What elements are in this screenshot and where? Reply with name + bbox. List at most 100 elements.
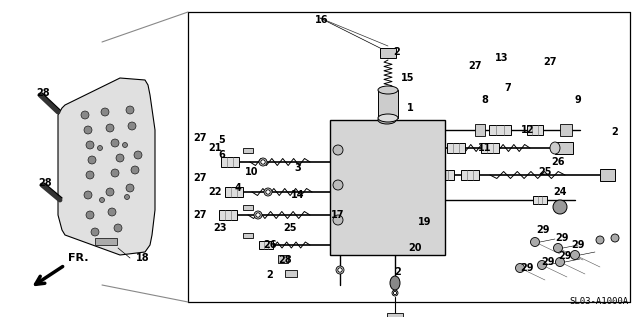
Circle shape <box>131 166 139 174</box>
Text: 29: 29 <box>572 240 585 250</box>
Circle shape <box>99 197 104 203</box>
Circle shape <box>88 156 96 164</box>
Text: FR.: FR. <box>68 253 88 263</box>
Circle shape <box>84 126 92 134</box>
Bar <box>475 124 485 136</box>
Bar <box>600 169 615 181</box>
Circle shape <box>111 139 119 147</box>
Circle shape <box>392 290 398 296</box>
Bar <box>527 125 543 135</box>
Circle shape <box>81 111 89 119</box>
Circle shape <box>134 151 142 159</box>
Text: 1: 1 <box>406 103 413 113</box>
Circle shape <box>108 208 116 216</box>
Circle shape <box>125 195 129 199</box>
Bar <box>560 124 572 136</box>
Text: 5: 5 <box>219 135 225 145</box>
Bar <box>259 241 273 249</box>
Circle shape <box>261 160 265 164</box>
Circle shape <box>394 291 397 294</box>
Circle shape <box>114 224 122 232</box>
Text: 29: 29 <box>536 225 550 235</box>
Circle shape <box>338 268 342 272</box>
Bar <box>243 233 253 238</box>
Text: 2: 2 <box>395 267 401 277</box>
Bar <box>225 187 243 197</box>
Text: 29: 29 <box>558 251 572 261</box>
Bar <box>278 255 288 263</box>
Text: 3: 3 <box>294 163 301 173</box>
Circle shape <box>264 188 272 196</box>
Circle shape <box>128 122 136 130</box>
Circle shape <box>259 158 267 166</box>
Circle shape <box>515 263 525 273</box>
Bar <box>387 313 403 317</box>
Circle shape <box>116 154 124 162</box>
Text: 2: 2 <box>394 47 401 57</box>
Circle shape <box>106 124 114 132</box>
Circle shape <box>266 190 270 194</box>
Circle shape <box>126 106 134 114</box>
Circle shape <box>531 237 540 247</box>
Circle shape <box>553 200 567 214</box>
Text: 17: 17 <box>332 210 345 220</box>
Bar <box>285 270 297 277</box>
Circle shape <box>97 146 102 151</box>
Text: 26: 26 <box>263 240 276 250</box>
Text: 13: 13 <box>495 53 509 63</box>
Text: 15: 15 <box>401 73 415 83</box>
Bar <box>243 148 253 153</box>
Bar <box>380 48 396 58</box>
Circle shape <box>554 243 563 253</box>
Text: 19: 19 <box>419 217 432 227</box>
Circle shape <box>84 191 92 199</box>
Circle shape <box>596 236 604 244</box>
Ellipse shape <box>378 116 396 124</box>
Text: 24: 24 <box>553 187 567 197</box>
Text: SL03-A1000A: SL03-A1000A <box>569 297 628 306</box>
Bar <box>378 90 398 118</box>
Text: 26: 26 <box>551 157 564 167</box>
Circle shape <box>86 141 94 149</box>
Circle shape <box>256 213 260 217</box>
Circle shape <box>254 211 262 219</box>
Bar <box>481 143 499 153</box>
Text: 11: 11 <box>478 143 492 153</box>
Circle shape <box>333 145 343 155</box>
Circle shape <box>611 234 619 242</box>
Bar <box>219 210 237 220</box>
Bar <box>436 170 454 180</box>
Text: 6: 6 <box>219 150 225 160</box>
Text: 8: 8 <box>481 95 488 105</box>
Text: 23: 23 <box>213 223 227 233</box>
Ellipse shape <box>390 276 400 290</box>
Circle shape <box>106 188 114 196</box>
Text: 14: 14 <box>291 190 305 200</box>
Text: 12: 12 <box>521 125 535 135</box>
Text: 28: 28 <box>36 88 50 98</box>
Text: 21: 21 <box>208 143 221 153</box>
Circle shape <box>336 266 344 274</box>
Text: 18: 18 <box>136 253 150 263</box>
Text: 16: 16 <box>316 15 329 25</box>
Circle shape <box>86 211 94 219</box>
Text: 28: 28 <box>38 178 52 188</box>
Text: 2: 2 <box>267 270 273 280</box>
Ellipse shape <box>378 86 398 94</box>
Text: 29: 29 <box>556 233 569 243</box>
Text: 22: 22 <box>208 187 221 197</box>
Text: 9: 9 <box>575 95 581 105</box>
Text: 2: 2 <box>612 127 618 137</box>
Ellipse shape <box>550 142 560 154</box>
Text: 20: 20 <box>408 243 422 253</box>
Ellipse shape <box>378 114 398 122</box>
Circle shape <box>111 169 119 177</box>
Text: 25: 25 <box>538 167 552 177</box>
Text: 27: 27 <box>193 210 207 220</box>
Text: 28: 28 <box>278 255 292 265</box>
Circle shape <box>556 257 564 267</box>
Circle shape <box>126 184 134 192</box>
Bar <box>243 205 253 210</box>
Bar <box>533 196 547 204</box>
Bar <box>221 157 239 167</box>
